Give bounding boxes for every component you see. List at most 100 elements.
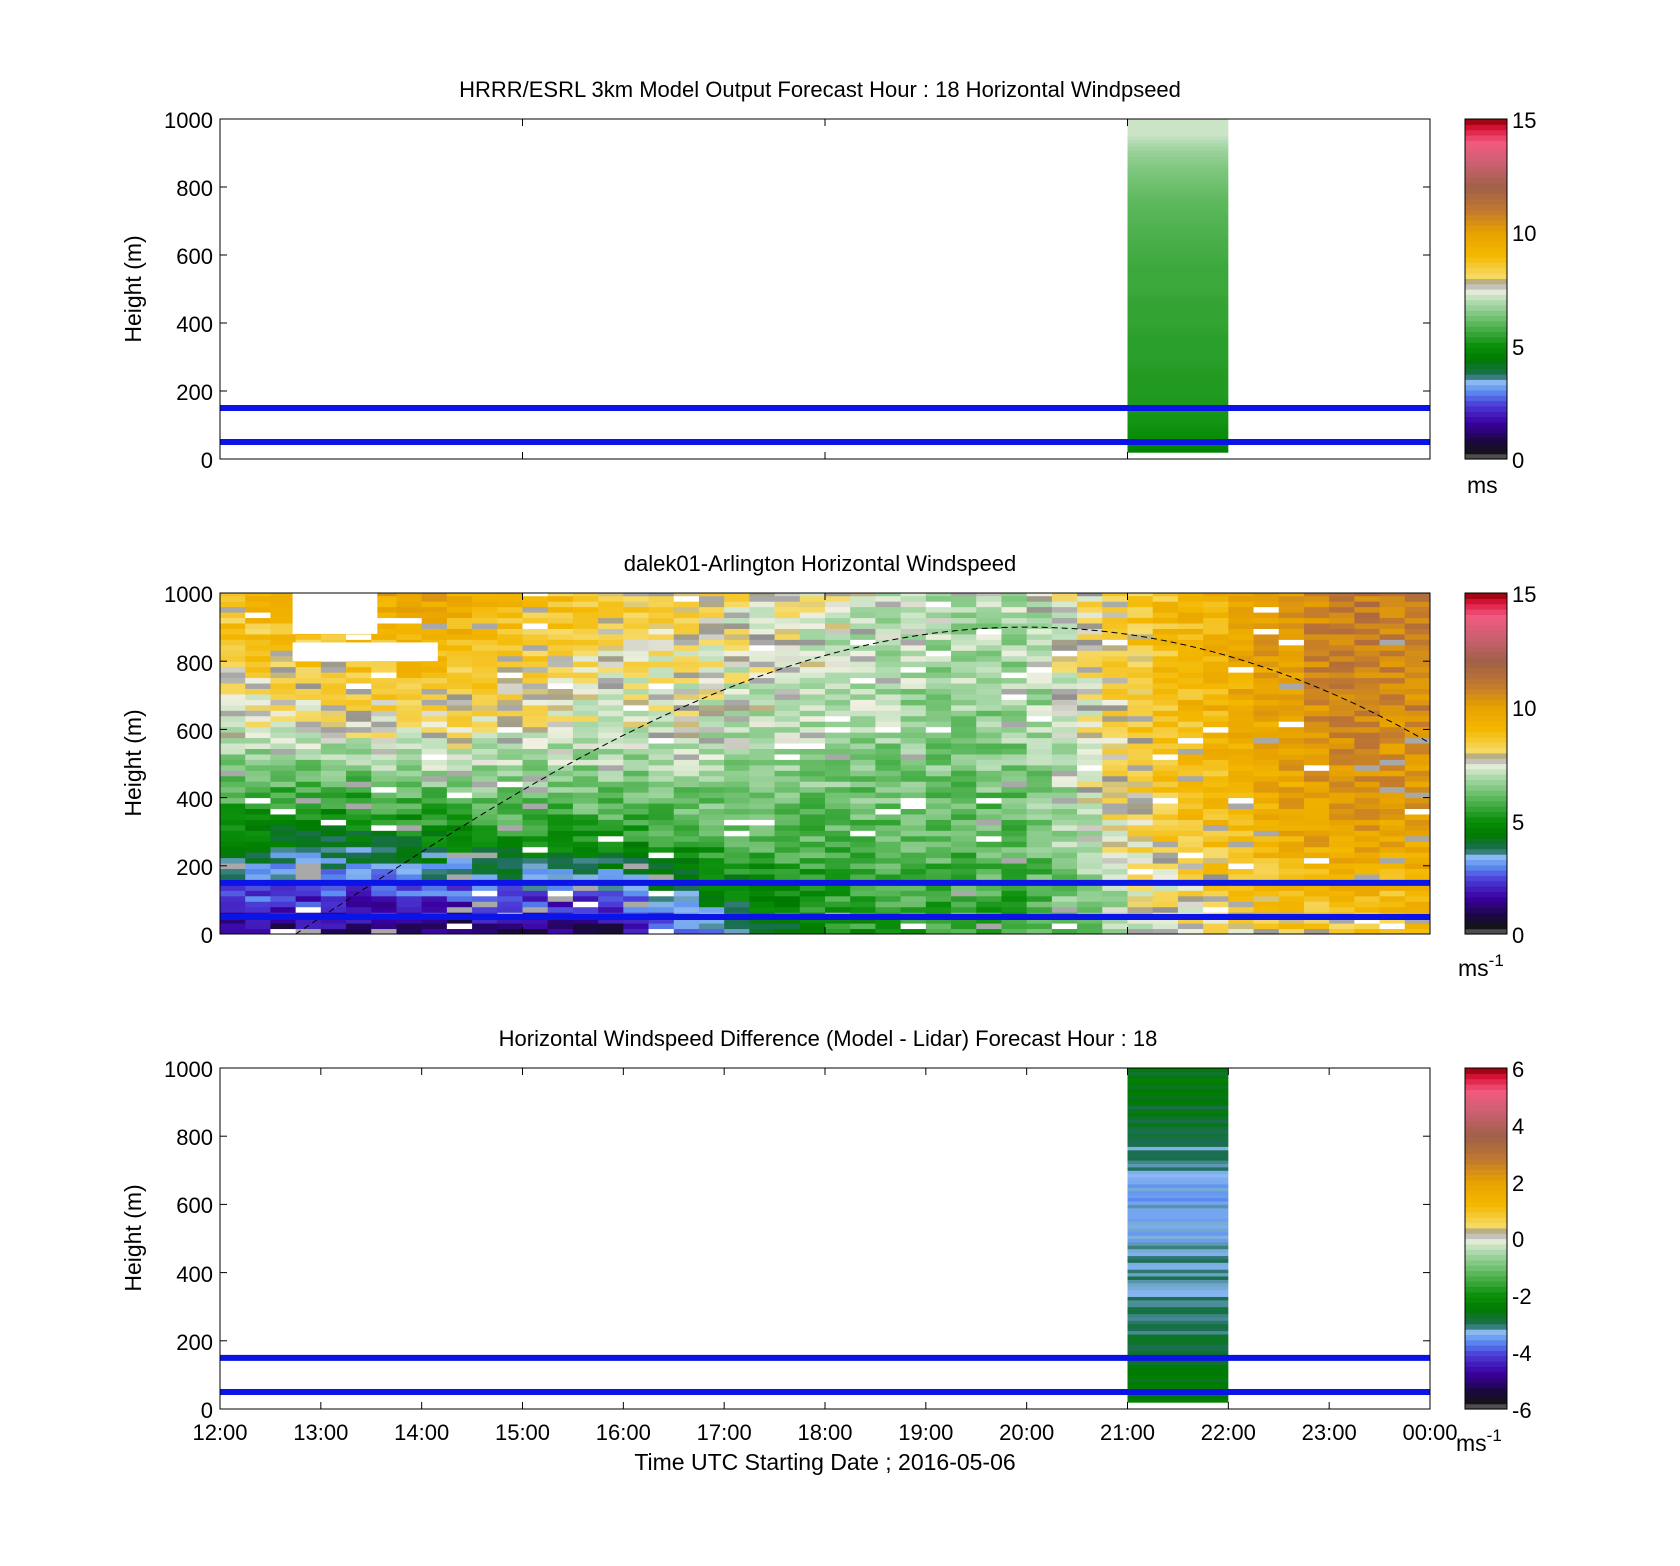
heatmap-cell [1329,863,1355,870]
heatmap-cell [497,813,523,820]
heatmap-cell [1077,884,1103,891]
heatmap-cell [1127,197,1229,202]
heatmap-cell [1379,699,1406,706]
heatmap-cell [522,775,549,782]
heatmap-cell [698,835,725,842]
heatmap-cell [421,775,448,782]
heatmap-cell [799,841,826,848]
heatmap-cell [875,672,902,679]
heatmap-cell [976,704,1002,711]
heatmap-cell [1329,890,1355,897]
heatmap-cell [1001,923,1028,930]
heatmap-cell [295,633,322,640]
heatmap-cell [472,830,498,837]
heatmap-cell [320,835,347,842]
heatmap-cell [547,601,574,608]
heatmap-cell [724,895,750,902]
heatmap-cell [825,857,851,864]
heatmap-cell [270,835,297,842]
heatmap-cell [572,792,599,799]
heatmap-cell [1203,890,1229,897]
colorbar-swatch [1465,1195,1507,1202]
heatmap-cell [396,884,423,891]
heatmap-cell [1177,704,1204,711]
heatmap-cell [1354,835,1381,842]
y-tick-label: 600 [176,1193,213,1218]
heatmap-cell [1303,753,1330,760]
heatmap-cell [220,852,246,859]
heatmap-cell [623,792,650,799]
heatmap-cell [774,606,801,613]
colorbar-swatch [1465,710,1507,717]
heatmap-cell [522,895,549,902]
heatmap-cell [220,906,246,913]
heatmap-cell [522,824,549,831]
heatmap-cell [1001,846,1028,853]
heatmap-cell [547,923,574,930]
heatmap-cell [925,797,952,804]
heatmap-cell [522,623,549,629]
heatmap-cell [1127,336,1229,341]
heatmap-cell [875,917,902,924]
heatmap-cell [1203,786,1229,793]
heatmap-cell [1303,830,1330,837]
heatmap-cell [472,906,498,913]
heatmap-cell [976,928,1002,934]
heatmap-cell [1127,644,1154,651]
heatmap-cell [1329,803,1355,810]
heatmap-cell [623,617,650,624]
colorbar-swatch [1465,694,1507,701]
heatmap-cell [648,923,675,930]
heatmap-cell [1203,601,1229,608]
colorbar-swatch [1465,1238,1507,1245]
heatmap-cell [295,743,322,749]
heatmap-cell [1127,394,1229,399]
heatmap-cell [749,928,776,934]
heatmap-cell [1102,639,1128,646]
colorbar-swatch [1465,768,1507,775]
heatmap-cell [1329,704,1355,711]
heatmap-cell [673,601,700,608]
heatmap-cell [1077,732,1103,739]
heatmap-cell [1127,884,1154,891]
heatmap-cell [648,672,675,679]
heatmap-cell [673,928,700,934]
heatmap-cell [774,666,801,673]
heatmap-cell [572,693,599,700]
heatmap-cell [1203,704,1229,711]
heatmap-cell [875,715,902,722]
heatmap-cell [270,737,297,744]
heatmap-cell [1228,743,1255,749]
heatmap-cell [522,688,549,695]
heatmap-cell [749,623,776,629]
heatmap-cell [220,895,246,902]
heatmap-cell [598,595,624,602]
heatmap-cell [396,743,423,749]
heatmap-cell [1354,857,1381,864]
heatmap-cell [320,710,347,717]
heatmap-cell [749,819,776,826]
heatmap-cell [1354,846,1381,853]
heatmap-cell [1354,650,1381,657]
heatmap-cell [1177,792,1204,799]
heatmap-cell [1329,884,1355,891]
heatmap-cell [522,650,549,657]
heatmap-cell [245,884,271,891]
heatmap-cell [976,737,1002,744]
heatmap-cell [951,593,977,597]
heatmap-cell [1127,255,1229,259]
heatmap-cell [1127,895,1154,902]
heatmap-cell [799,726,826,733]
heatmap-cell [1127,928,1154,934]
heatmap-cell [925,672,952,679]
heatmap-cell [1203,628,1229,635]
colorbar-tick-label: 4 [1512,1114,1524,1139]
heatmap-cell [1228,693,1255,700]
heatmap-cell [1001,650,1028,657]
heatmap-cell [547,906,574,913]
heatmap-cell [270,895,297,902]
heatmap-cell [1278,726,1305,733]
colorbar-swatch [1465,374,1507,380]
colorbar-tick-label: 0 [1512,923,1524,948]
heatmap-cell [547,617,574,624]
